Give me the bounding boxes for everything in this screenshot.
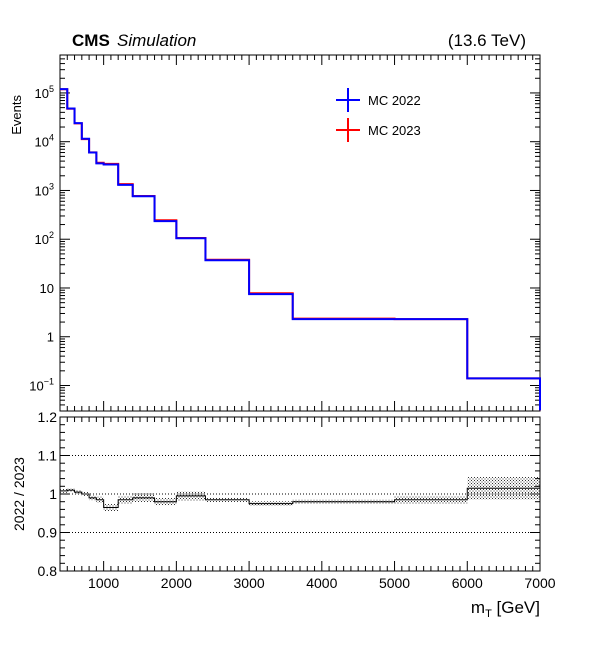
x-tick-label: 2000 [161,575,192,591]
simulation-label: Simulation [117,31,196,50]
x-tick-label: 7000 [524,575,555,591]
y-tick-label: 10 [40,281,54,296]
legend-label-mc2023: MC 2023 [368,123,421,138]
x-tick-label: 3000 [234,575,265,591]
y-tick-label: 103 [35,181,54,198]
legend-entry-mc2022: MC 2022 [336,88,421,112]
x-tick-label: 1000 [88,575,119,591]
ratio-line [60,487,541,508]
ratio-y-axis-label: 2022 / 2023 [11,457,27,531]
y-tick-label: 102 [35,230,54,247]
y-tick-label: 10−1 [29,377,54,394]
ratio-y-tick-label: 0.9 [38,525,58,541]
legend-label-mc2022: MC 2022 [368,93,421,108]
x-tick-label: 6000 [452,575,483,591]
cms-label: CMS [72,31,110,50]
y-tick-label: 105 [35,84,54,101]
legend-entry-mc2023: MC 2023 [336,118,421,142]
energy-label: (13.6 TeV) [448,31,526,50]
ratio-y-tick-label: 0.8 [38,563,58,579]
x-axis-label: mT [GeV] [471,598,540,620]
legend: MC 2022 MC 2023 [336,88,421,142]
y-axis-label: Events [9,95,24,135]
y-tick-label: 104 [35,133,54,150]
ratio-y-tick-label: 1.2 [38,409,58,425]
series-line-mc-2022 [60,88,541,411]
ratio-panel: 2022 / 2023 0.8 0.9 1 1.1 1.2 1000 2000 3000 400… [11,409,556,620]
ratio-y-tick-label: 1 [49,486,57,502]
ratio-y-tick-label: 1.1 [38,448,58,464]
y-tick-label: 1 [47,330,54,345]
x-tick-label: 4000 [306,575,337,591]
x-tick-label: 5000 [379,575,410,591]
main-panel: Events 10−1 1 10 102 103 104 105 MC 2022 MC 20… [9,54,541,412]
